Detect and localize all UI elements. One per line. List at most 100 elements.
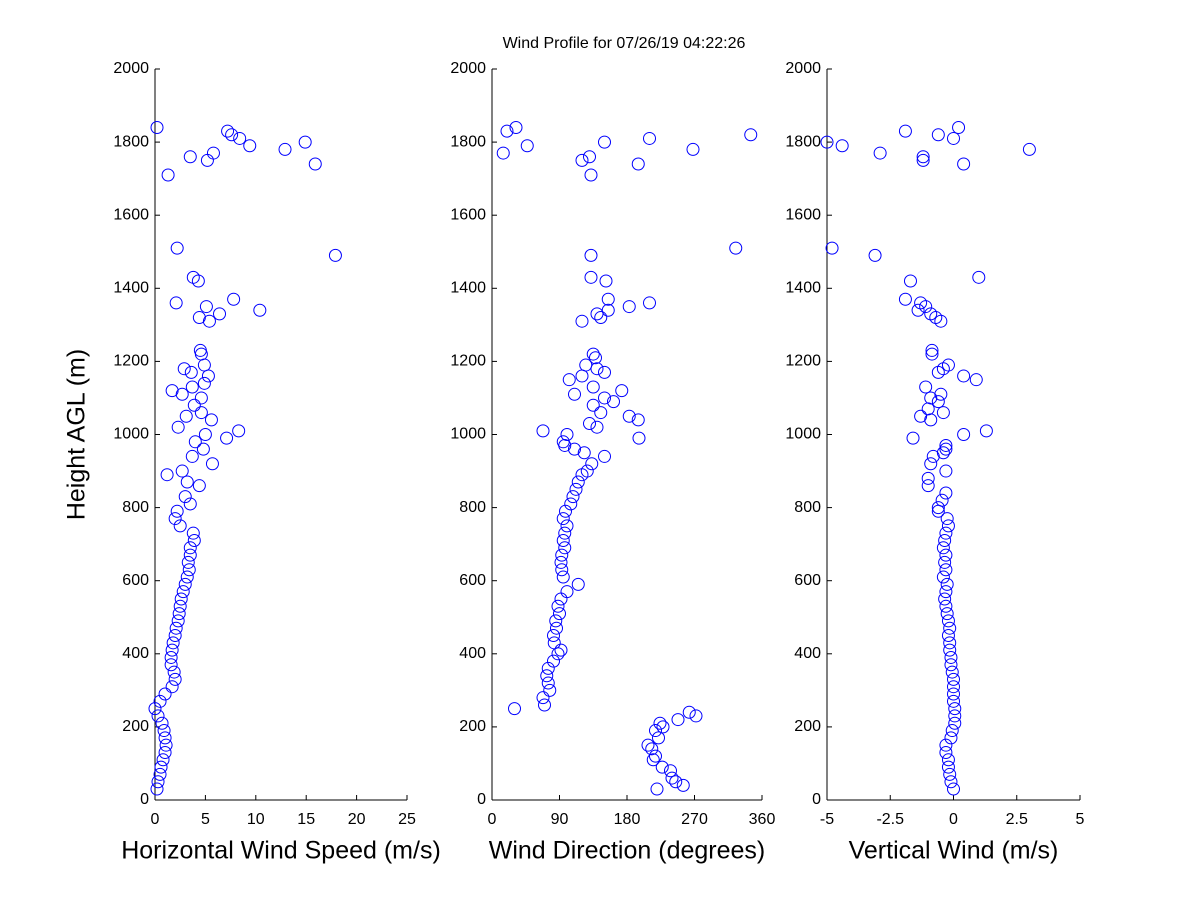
- data-point: [185, 380, 199, 394]
- data-point: [178, 490, 192, 504]
- data-point: [947, 680, 960, 694]
- data-point: [947, 694, 960, 708]
- data-point: [622, 300, 636, 314]
- data-point: [575, 369, 589, 383]
- y-tick-label: 400: [122, 645, 149, 662]
- data-point: [558, 526, 572, 540]
- y-tick-label: 800: [794, 499, 821, 516]
- data-point: [220, 431, 234, 445]
- data-point: [598, 135, 611, 149]
- data-point: [151, 709, 165, 723]
- data-point: [664, 764, 677, 778]
- data-point: [868, 248, 882, 262]
- data-point: [192, 479, 206, 493]
- data-point: [165, 680, 179, 694]
- data-point: [568, 387, 581, 401]
- data-point: [939, 599, 953, 613]
- data-point: [947, 672, 960, 686]
- data-point: [508, 702, 521, 716]
- data-point: [559, 504, 572, 518]
- data-point: [560, 585, 574, 599]
- data-point: [948, 709, 962, 723]
- data-point: [169, 296, 183, 310]
- data-point: [180, 570, 194, 584]
- data-point: [178, 577, 192, 591]
- data-point: [979, 424, 993, 438]
- x-axis-label: Vertical Wind (m/s): [849, 837, 1059, 865]
- data-point: [192, 311, 206, 325]
- data-point: [931, 395, 945, 409]
- data-point: [173, 599, 187, 613]
- data-point: [194, 391, 208, 405]
- data-point: [568, 442, 581, 456]
- data-point: [649, 724, 662, 738]
- x-tick-label: 0: [949, 811, 958, 828]
- data-point: [153, 694, 167, 708]
- data-point: [549, 614, 563, 628]
- data-point: [669, 775, 683, 789]
- data-point: [193, 343, 207, 357]
- x-tick-label: 180: [614, 811, 641, 828]
- data-point: [947, 782, 960, 796]
- data-point: [631, 157, 645, 171]
- data-point: [938, 555, 952, 569]
- data-point: [204, 413, 218, 427]
- data-point: [555, 548, 569, 562]
- data-point: [947, 687, 960, 701]
- data-point: [944, 731, 958, 745]
- x-tick-label: 0: [488, 811, 497, 828]
- data-point: [944, 658, 958, 672]
- data-point: [952, 120, 966, 134]
- data-point: [957, 369, 971, 383]
- data-point: [594, 406, 608, 420]
- data-point: [171, 614, 185, 628]
- data-point: [939, 438, 953, 452]
- data-point: [906, 431, 920, 445]
- y-tick-label: 1400: [785, 280, 821, 297]
- data-point: [233, 131, 247, 145]
- data-point: [945, 665, 959, 679]
- y-tick-label: 600: [794, 572, 821, 589]
- data-point: [161, 168, 175, 182]
- data-point: [941, 519, 955, 533]
- data-point: [555, 563, 569, 577]
- data-point: [197, 376, 211, 390]
- data-point: [601, 292, 615, 306]
- data-point: [643, 131, 656, 145]
- data-point: [936, 570, 950, 584]
- data-point: [547, 636, 561, 650]
- data-point: [943, 621, 957, 635]
- data-point: [206, 146, 220, 160]
- data-point: [941, 629, 955, 643]
- data-point: [938, 533, 952, 547]
- data-point: [158, 745, 172, 759]
- data-point: [925, 347, 939, 361]
- data-point: [536, 691, 550, 705]
- data-point: [160, 468, 174, 482]
- data-point: [689, 709, 703, 723]
- data-point: [940, 512, 954, 526]
- data-point: [566, 490, 580, 504]
- data-point: [197, 358, 211, 372]
- data-point: [584, 248, 598, 262]
- data-point: [496, 146, 510, 160]
- data-point: [914, 409, 928, 423]
- data-point: [744, 128, 758, 142]
- x-tick-label: 90: [551, 811, 569, 828]
- data-point: [540, 669, 554, 683]
- data-point: [936, 406, 950, 420]
- data-point: [940, 607, 954, 621]
- data-point: [656, 720, 670, 734]
- data-point: [820, 135, 834, 149]
- data-point: [243, 139, 257, 153]
- data-point: [586, 347, 600, 361]
- data-point: [911, 303, 925, 317]
- data-point: [671, 713, 685, 727]
- data-point: [579, 358, 593, 372]
- y-tick-label: 1400: [450, 280, 486, 297]
- data-point: [652, 731, 665, 745]
- data-point: [158, 731, 172, 745]
- data-point: [632, 431, 646, 445]
- data-point: [168, 629, 182, 643]
- data-point: [175, 464, 189, 478]
